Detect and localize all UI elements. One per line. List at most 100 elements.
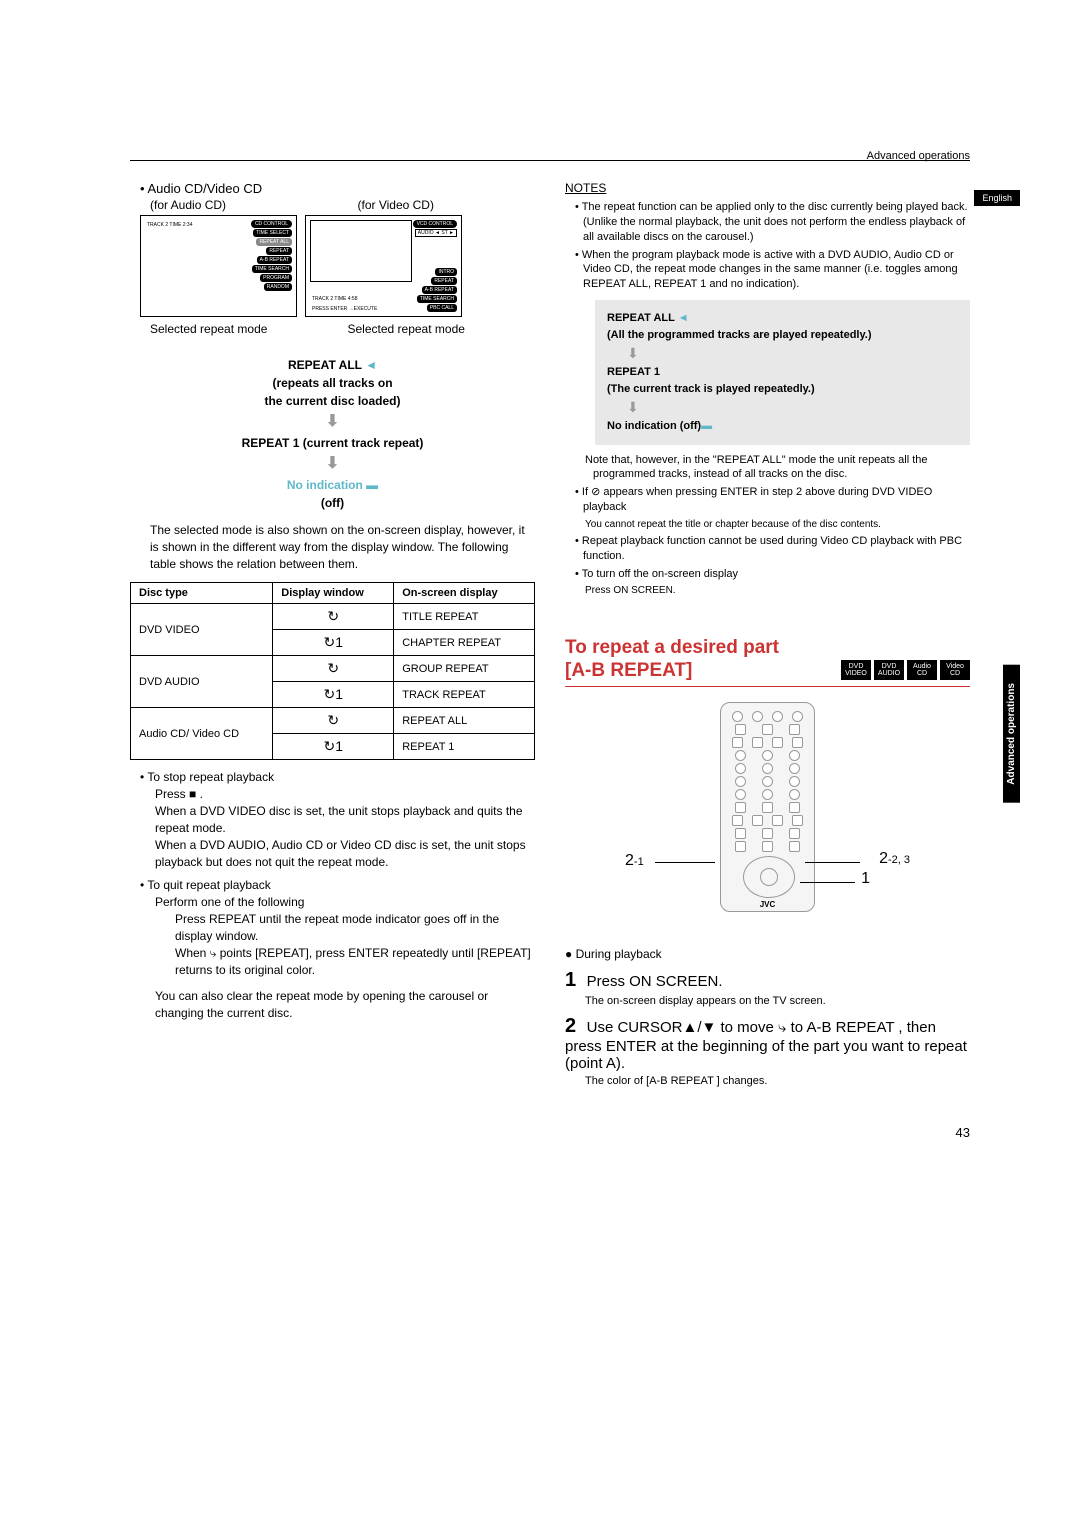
flow-no-ind: No indication xyxy=(287,478,363,492)
td-icon: ↻ xyxy=(273,708,394,734)
vcd-execute: PRESS ENTER →EXECUTE xyxy=(312,306,377,312)
flow-repeat-1: REPEAT 1 (current track repeat) xyxy=(242,436,424,450)
td-title-repeat: TITLE REPEAT xyxy=(394,604,535,630)
th-disc-type: Disc type xyxy=(131,583,273,604)
td-icon: ↻ xyxy=(273,604,394,630)
remote-diagram: JVC 2-1 2-2, 3 1 xyxy=(565,702,970,932)
section-title-2: [A-B REPEAT] xyxy=(565,660,692,681)
nf-l1: REPEAT ALL xyxy=(607,312,675,324)
td-icon1: ↻1 xyxy=(273,630,394,656)
cd-track-info: TRACK 2 TIME 2:34 xyxy=(147,222,192,228)
flow-l1b: (repeats all tracks on xyxy=(272,376,392,390)
caption-left: Selected repeat mode xyxy=(150,322,338,336)
cd-btn: REPEAT xyxy=(266,247,292,255)
flow-off: (off) xyxy=(321,496,344,510)
left-column: • Audio CD/Video CD (for Audio CD) (for … xyxy=(130,181,535,1095)
disc-table: Disc type Display window On-screen displ… xyxy=(130,582,535,760)
flow-l1c: the current disc loaded) xyxy=(264,394,400,408)
td-repeat-all: REPEAT ALL xyxy=(394,708,535,734)
note-6: • To turn off the on-screen display xyxy=(575,567,970,582)
stop-l1: Press ■ . xyxy=(155,786,535,803)
media-badges: DVD VIDEO DVD AUDIO Audio CD Video CD xyxy=(841,660,970,680)
for-audio-label: (for Audio CD) xyxy=(150,198,328,212)
step-2-sub: The color of [A-B REPEAT ] changes. xyxy=(585,1075,970,1087)
cd-control-diagram: TRACK 2 TIME 2:34 CD CONTROL TIME SELECT… xyxy=(140,215,297,317)
th-display: Display window xyxy=(273,583,394,604)
section-title: To repeat a desired part [A-B REPEAT] xyxy=(565,637,779,683)
step-1: 1 Press ON SCREEN. The on-screen display… xyxy=(565,969,970,1007)
right-column: NOTES • The repeat function can be appli… xyxy=(565,181,970,1095)
note-4b: You cannot repeat the title or chapter b… xyxy=(585,518,970,531)
flow-repeat-all: REPEAT ALL xyxy=(288,358,362,372)
note-4: • If ⊘ appears when pressing ENTER in st… xyxy=(575,485,970,515)
badge-video-cd: Video CD xyxy=(940,660,970,680)
badge-audio-cd: Audio CD xyxy=(907,660,937,680)
header-section: Advanced operations xyxy=(867,150,970,162)
step-2-text: Use CURSOR▲/▼ to move ⤷ to A-B REPEAT , … xyxy=(565,1019,967,1072)
td-icon: ↻ xyxy=(273,656,394,682)
side-tab: Advanced operations xyxy=(1003,665,1020,803)
td-icon1: ↻1 xyxy=(273,682,394,708)
note-1: • The repeat function can be applied onl… xyxy=(575,200,970,245)
badge-dvd-audio: DVD AUDIO xyxy=(874,660,904,680)
nf-l3: No indication (off) xyxy=(607,420,701,432)
quit-head: • To quit repeat playback xyxy=(140,878,535,892)
step-1-sub: The on-screen display appears on the TV … xyxy=(585,995,970,1007)
vcd-control-diagram: VCD CONTROL AUDIO ◄ ST ► INTRO REPEAT A-… xyxy=(305,215,462,317)
vcd-track-info: TRACK 2 TIME 4:58 xyxy=(312,296,357,302)
cd-btn: TIME SEARCH xyxy=(252,265,292,273)
td-icon1: ↻1 xyxy=(273,734,394,760)
vcd-btn: PBC CALL xyxy=(427,304,457,312)
cd-btn: TIME SELECT xyxy=(253,229,292,237)
td-repeat-1: REPEAT 1 xyxy=(394,734,535,760)
vcd-audio: AUDIO ◄ ST ► xyxy=(415,229,457,237)
quit-l2: Press REPEAT until the repeat mode indic… xyxy=(175,911,535,945)
td-audio-cd: Audio CD/ Video CD xyxy=(131,708,273,760)
th-onscreen: On-screen display xyxy=(394,583,535,604)
stop-l3: When a DVD AUDIO, Audio CD or Video CD d… xyxy=(155,837,535,871)
td-dvd-audio: DVD AUDIO xyxy=(131,656,273,708)
callout-2-1: 2-1 xyxy=(625,852,644,870)
badge-dvd-video: DVD VIDEO xyxy=(841,660,871,680)
language-badge: English xyxy=(974,190,1020,206)
vcd-control-title: VCD CONTROL xyxy=(413,220,457,228)
step-1-num: 1 xyxy=(565,969,583,992)
during-playback: ● During playback xyxy=(565,947,970,961)
note-2: • When the program playback mode is acti… xyxy=(575,248,970,293)
nf-l2: REPEAT 1 xyxy=(607,366,660,378)
step-1-text: Press ON SCREEN. xyxy=(587,973,723,990)
notes-header: NOTES xyxy=(565,181,970,195)
cd-btn: REPEAT ALL xyxy=(256,238,292,246)
cd-btn: RANDOM xyxy=(264,283,292,291)
stop-l2: When a DVD VIDEO disc is set, the unit s… xyxy=(155,803,535,837)
remote-brand: JVC xyxy=(727,900,808,909)
vcd-btn: INTRO xyxy=(435,268,457,276)
quit-l3: When ⤷ points [REPEAT], press ENTER repe… xyxy=(175,945,535,979)
td-dvd-video: DVD VIDEO xyxy=(131,604,273,656)
callout-1: 1 xyxy=(861,870,870,888)
cd-btn: PROGRAM xyxy=(260,274,292,282)
vcd-btn: TIME SEARCH xyxy=(417,295,457,303)
callout-2-2-3: 2-2, 3 xyxy=(879,850,910,868)
stop-head: • To stop repeat playback xyxy=(140,770,535,784)
flow-paragraph: The selected mode is also shown on the o… xyxy=(150,522,535,572)
td-group-repeat: GROUP REPEAT xyxy=(394,656,535,682)
nf-l2b: (The current track is played repeatedly.… xyxy=(607,383,815,395)
header-rule xyxy=(130,160,970,161)
remote-control: JVC xyxy=(720,702,815,912)
td-chapter-repeat: CHAPTER REPEAT xyxy=(394,630,535,656)
for-video-label: (for Video CD) xyxy=(358,198,536,212)
repeat-flow: REPEAT ALL ◄ (repeats all tracks on the … xyxy=(130,356,535,512)
quit-l4: You can also clear the repeat mode by op… xyxy=(155,988,535,1022)
td-track-repeat: TRACK REPEAT xyxy=(394,682,535,708)
notes-flow: REPEAT ALL ◄ (All the programmed tracks … xyxy=(595,300,970,445)
vcd-btn: REPEAT xyxy=(431,277,457,285)
step-2-num: 2 xyxy=(565,1015,583,1038)
note-5: • Repeat playback function cannot be use… xyxy=(575,534,970,564)
caption-right: Selected repeat mode xyxy=(348,322,536,336)
note-6b: Press ON SCREEN. xyxy=(585,584,970,597)
quit-l1: Perform one of the following xyxy=(155,894,535,911)
nf-l1b: (All the programmed tracks are played re… xyxy=(607,329,872,341)
note-3: Note that, however, in the "REPEAT ALL" … xyxy=(585,453,970,483)
page-number: 43 xyxy=(130,1125,970,1140)
